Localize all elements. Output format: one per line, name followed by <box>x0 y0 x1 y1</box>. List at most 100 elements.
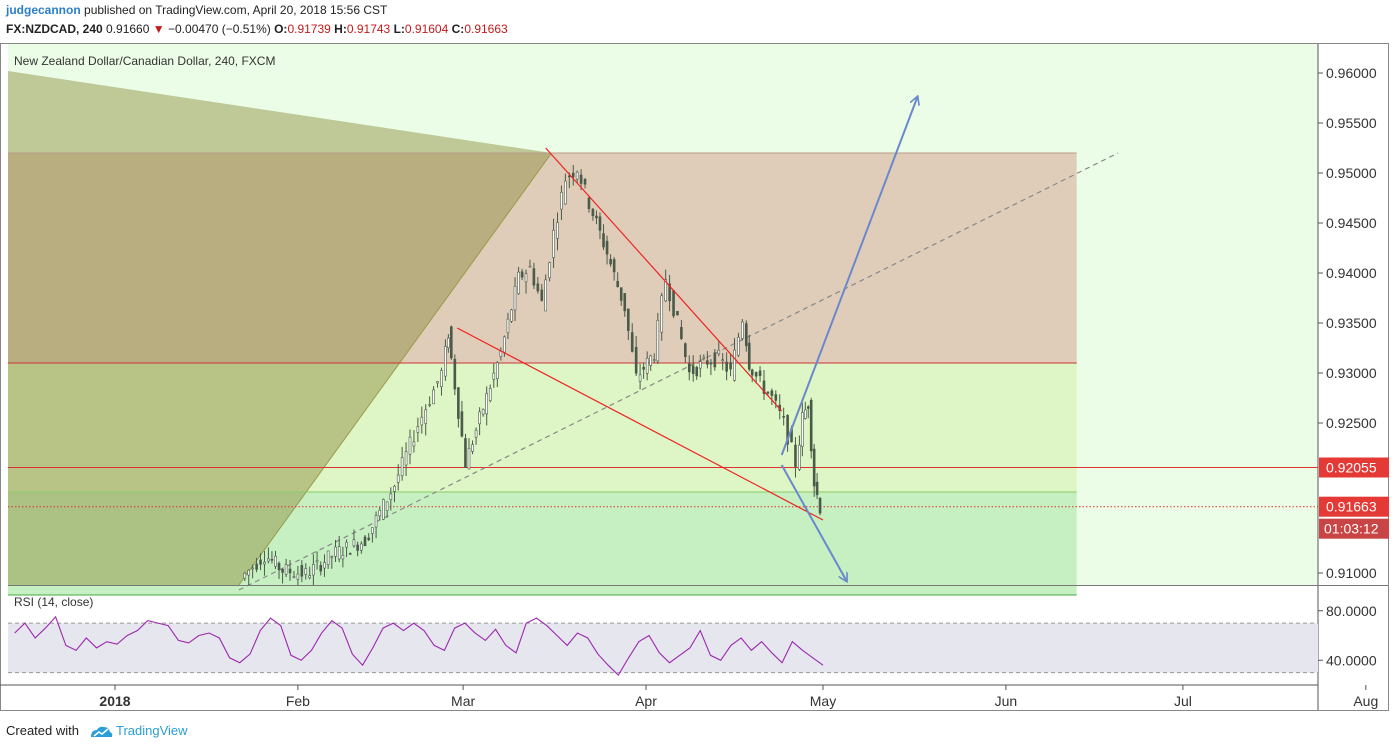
candle-body <box>540 289 544 301</box>
y-tick-label: 0.93000 <box>1326 365 1377 381</box>
middle-zone-rect <box>8 363 1077 492</box>
candle-body <box>560 192 563 210</box>
rsi-tick-label: 40.0000 <box>1326 652 1377 668</box>
bearish-projection-arrow <box>780 464 847 581</box>
rsi-line <box>14 615 824 676</box>
candle-body <box>259 559 262 565</box>
y-tick-label: 0.94500 <box>1326 215 1377 231</box>
dashed-trend-line <box>238 152 1119 591</box>
candle-body <box>274 555 277 567</box>
candle-body <box>315 560 319 563</box>
candle-body <box>449 326 453 359</box>
candle-body <box>404 451 408 466</box>
candle-body <box>345 541 348 548</box>
candle-body <box>733 349 736 381</box>
candle-body <box>396 474 400 483</box>
publish-line: judgecannon published on TradingView.com… <box>6 3 387 17</box>
candle-body <box>428 404 431 406</box>
candle-body <box>687 363 691 373</box>
candle-body <box>457 387 460 419</box>
candle-body <box>702 356 706 359</box>
candle-body <box>818 498 822 514</box>
candle-body <box>595 215 598 219</box>
candle-body <box>774 394 778 401</box>
candle-body <box>532 268 536 286</box>
candle-body <box>334 546 337 557</box>
candle-body <box>616 281 619 288</box>
candle-body <box>649 355 653 366</box>
candle-body <box>374 515 378 528</box>
candle-body <box>304 568 308 575</box>
candle-body <box>424 409 428 424</box>
candle-body <box>684 343 687 358</box>
y-tick-label: 0.94000 <box>1326 265 1377 281</box>
candle-body <box>754 372 758 377</box>
candle-body <box>660 295 664 333</box>
candle-body <box>488 388 492 401</box>
candle-body <box>432 389 435 405</box>
candle-body <box>420 416 424 426</box>
candle-body <box>371 527 374 534</box>
low-label: L: <box>393 22 405 36</box>
candle-body <box>513 285 517 311</box>
author-name[interactable]: judgecannon <box>6 3 81 17</box>
candle-body <box>319 564 323 572</box>
candle-body <box>408 436 412 455</box>
countdown-tag <box>1319 518 1389 539</box>
candle-body <box>478 411 481 425</box>
candle-body <box>506 318 510 334</box>
candle-body <box>243 572 247 579</box>
candle-body <box>312 564 315 576</box>
candle-body <box>471 444 474 452</box>
candle-body <box>695 367 699 377</box>
candle-body <box>626 308 630 331</box>
candle-body <box>672 290 675 317</box>
candle-body <box>510 309 513 322</box>
down-arrow-icon: ▼ <box>152 22 165 36</box>
candle-body <box>612 259 616 273</box>
x-tick-label: Mar <box>451 693 475 709</box>
y-tick-label: 0.91000 <box>1326 565 1377 581</box>
high-label: H: <box>334 22 347 36</box>
candle-body <box>579 174 583 184</box>
stop-zone-rect <box>8 492 1077 595</box>
candle-body <box>575 171 579 180</box>
tradingview-brand[interactable]: TradingView <box>116 723 188 738</box>
candle-body <box>544 279 548 312</box>
candle-body <box>284 564 288 575</box>
candle-body <box>634 346 638 374</box>
candle-body <box>803 409 807 419</box>
publish-info: published on TradingView.com, April 20, … <box>84 3 388 17</box>
candle-body <box>717 349 721 355</box>
x-tick-label: Feb <box>286 693 310 709</box>
candle-body <box>698 361 702 369</box>
candle-body <box>556 222 559 239</box>
candle-body <box>815 481 819 496</box>
candle-body <box>750 369 754 376</box>
candle-body <box>492 372 496 380</box>
candle-body <box>467 448 471 470</box>
candle-body <box>330 556 334 558</box>
candle-body <box>770 390 774 396</box>
price-chart[interactable]: New Zealand Dollar/Canadian Dollar, 240,… <box>0 0 1397 715</box>
candle-body <box>496 362 499 379</box>
candle-body <box>571 172 575 178</box>
candle-body <box>676 310 679 316</box>
candle-body <box>247 569 251 576</box>
candle-body <box>812 448 816 487</box>
candle-body <box>642 366 645 370</box>
y-tick-label: 0.96000 <box>1326 65 1377 81</box>
candle-body <box>267 558 270 562</box>
candle-body <box>326 550 330 565</box>
open-label: O: <box>274 22 288 36</box>
ohlc-line: FX:NZDCAD, 240 0.91660 ▼ −0.00470 (−0.51… <box>6 22 508 36</box>
candle-body <box>794 444 797 467</box>
candle-body <box>721 359 725 362</box>
low-value: 0.91604 <box>404 22 449 36</box>
created-with-label: Created with <box>6 723 79 738</box>
candle-body <box>747 342 751 370</box>
candle-body <box>725 361 728 372</box>
candle-body <box>691 365 695 375</box>
candle-body <box>281 569 284 573</box>
candle-body <box>652 359 656 361</box>
